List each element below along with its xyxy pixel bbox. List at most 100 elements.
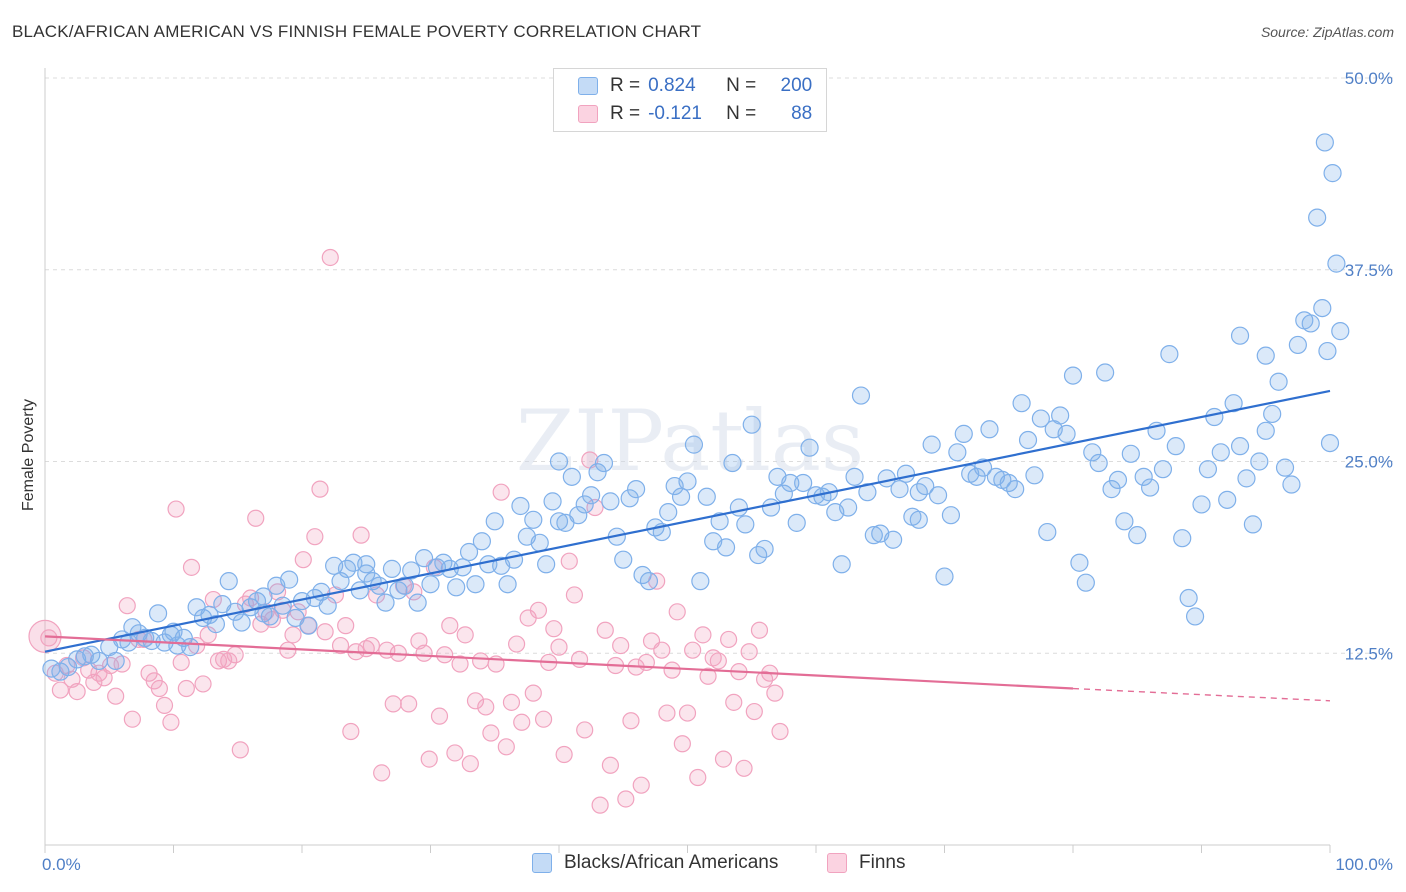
blacks-point <box>447 578 466 597</box>
finns-point <box>601 756 620 774</box>
finns-point <box>384 695 402 713</box>
blacks-point <box>472 532 491 551</box>
finns-point <box>337 617 355 635</box>
finns-point <box>316 623 334 641</box>
blacks-point <box>1121 444 1140 463</box>
finns-point <box>477 698 495 716</box>
blacks-point <box>280 570 299 589</box>
blacks-point <box>1315 133 1334 152</box>
finns-point <box>451 655 469 673</box>
legend-r-value: 0.824 <box>648 75 696 96</box>
blacks-point <box>736 515 755 534</box>
blacks-point <box>1115 512 1134 531</box>
chart-title: BLACK/AFRICAN AMERICAN VS FINNISH FEMALE… <box>12 22 702 41</box>
blacks-trend-line <box>44 389 1331 653</box>
blacks-point <box>1108 470 1128 490</box>
blacks-point <box>697 487 716 506</box>
blacks-point <box>1282 475 1301 494</box>
blacks-point <box>421 575 440 594</box>
blacks-point <box>601 492 620 511</box>
blacks-point <box>414 549 434 568</box>
blacks-point <box>1256 421 1275 440</box>
finns-point <box>68 682 86 701</box>
finns-point <box>220 652 238 670</box>
finns-point <box>415 644 433 662</box>
legend-swatch-pink <box>578 105 598 123</box>
finns-point <box>150 679 168 698</box>
finns-point <box>284 626 302 644</box>
blacks-point <box>562 467 581 486</box>
finns-point <box>658 704 676 722</box>
blacks-point <box>973 458 993 477</box>
blacks-point <box>1327 254 1346 273</box>
finns-point <box>576 721 594 739</box>
finns-point <box>596 621 614 639</box>
blacks-point <box>459 542 479 562</box>
finns-point <box>750 621 769 639</box>
blacks-point <box>594 453 614 473</box>
finns-point <box>482 724 500 742</box>
blacks-point <box>1218 490 1237 509</box>
finns-point <box>771 722 789 741</box>
y-axis-label: Female Poverty <box>20 399 37 511</box>
finns-point <box>545 620 563 638</box>
blacks-point <box>395 576 414 595</box>
finns-point <box>123 710 141 728</box>
blacks-point <box>858 483 877 502</box>
blacks-point <box>671 487 691 506</box>
blacks-point <box>1250 452 1269 471</box>
blacks-point <box>382 559 402 578</box>
x-tick-label: 100.0% <box>1335 855 1393 874</box>
blacks-point <box>1269 372 1288 391</box>
finns-point <box>704 649 722 667</box>
blacks-point <box>1134 467 1153 486</box>
y-tick-label: 12.5% <box>1345 644 1393 663</box>
legend-r-value: -0.121 <box>648 103 702 124</box>
legend-n-label: N = <box>726 103 757 124</box>
series-legend-item-finns: Finns <box>827 852 905 874</box>
blacks-point <box>723 453 742 473</box>
finns-point <box>306 528 324 546</box>
blacks-point <box>1031 409 1050 428</box>
finns-point <box>725 693 743 711</box>
finns-point <box>441 617 459 635</box>
finns-point <box>162 713 180 731</box>
finns-point <box>720 630 738 649</box>
blacks-point <box>1006 480 1025 499</box>
legend-row-finns: R = -0.121 N = 88 <box>578 101 812 127</box>
blacks-point <box>896 464 916 483</box>
blacks-point <box>909 510 928 529</box>
blacks-point <box>206 615 226 634</box>
blacks-point <box>549 512 569 531</box>
finns-point <box>231 741 249 759</box>
blacks-point <box>1070 553 1089 572</box>
finns-point <box>167 500 185 518</box>
blacks-point <box>691 572 710 591</box>
blacks-point <box>716 538 736 557</box>
finns-point <box>155 696 174 715</box>
finns-point <box>247 509 265 527</box>
finns-point <box>279 641 297 659</box>
blacks-point <box>260 607 279 626</box>
blacks-point <box>948 443 967 462</box>
blacks-point <box>1038 522 1057 542</box>
finns-point <box>436 646 454 664</box>
blacks-point <box>890 480 909 499</box>
blacks-point <box>1198 460 1218 479</box>
blacks-point <box>851 386 871 405</box>
series-legend-label: Blacks/African Americans <box>564 852 779 873</box>
finns-point <box>735 759 753 777</box>
finns-point <box>446 744 464 762</box>
finns-point <box>331 636 350 655</box>
blacks-point <box>1166 437 1185 456</box>
series-legend-item-blacks: Blacks/African Americans <box>532 852 778 874</box>
blacks-point <box>1173 529 1192 548</box>
series-legend-label: Finns <box>859 852 906 873</box>
finns-points <box>28 248 789 814</box>
blacks-point <box>299 616 318 635</box>
blacks-point <box>75 647 94 666</box>
legend-swatch-pink <box>827 853 847 873</box>
finns-point <box>182 558 201 576</box>
y-tick-label: 25.0% <box>1345 453 1393 472</box>
legend-n-value: 200 <box>780 75 813 96</box>
